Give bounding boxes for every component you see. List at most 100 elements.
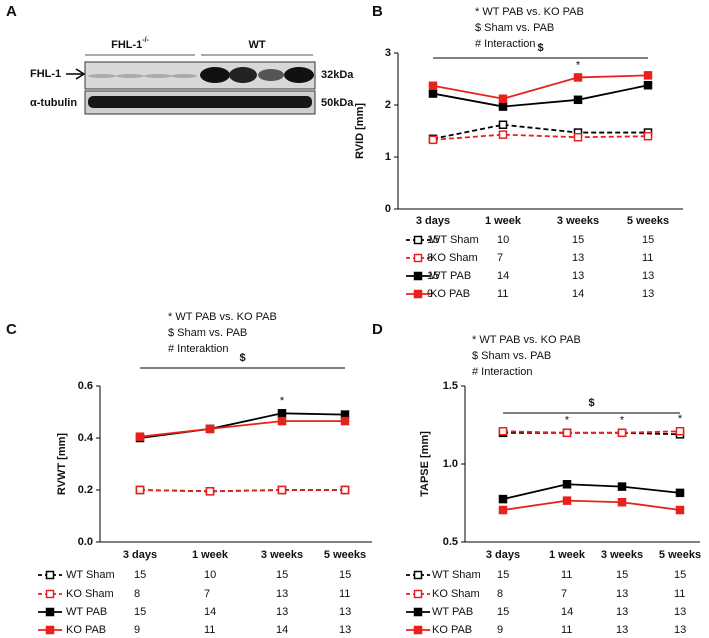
n-value: 15 — [427, 234, 439, 246]
n-value: 11 — [497, 288, 508, 300]
marker — [643, 131, 653, 141]
x-tick-label: 3 weeks — [557, 215, 599, 227]
bands — [88, 96, 312, 108]
row-label: α-tubulin — [30, 97, 77, 109]
legend-marker — [413, 289, 423, 299]
n-value: 13 — [339, 606, 351, 618]
x-tick-label: 5 weeks — [627, 215, 669, 227]
x-tick-label: 5 weeks — [659, 549, 701, 561]
n-value: 13 — [674, 624, 686, 636]
annotation: $ Sham vs. PAB — [168, 327, 247, 339]
star: * — [565, 415, 570, 427]
x-tick-label: 1 week — [485, 215, 522, 227]
x-tick-label: 3 days — [123, 549, 157, 561]
n-value: 14 — [204, 606, 216, 618]
n-value: 13 — [572, 252, 584, 264]
n-value: 14 — [572, 288, 584, 300]
x-tick-label: 3 days — [416, 215, 450, 227]
y-tick-label: 0.6 — [78, 380, 93, 392]
series-line — [502, 483, 681, 500]
n-value: 11 — [674, 588, 685, 600]
series-line — [502, 430, 681, 434]
marker — [675, 426, 685, 436]
y-tick-label: 0.5 — [443, 536, 458, 548]
n-value: 13 — [339, 624, 351, 636]
n-value: 13 — [642, 288, 654, 300]
y-axis-label: RVWT [mm] — [56, 433, 68, 495]
marker — [428, 135, 438, 145]
n-value: 13 — [616, 588, 628, 600]
series-line — [432, 133, 649, 141]
series-line — [139, 420, 345, 438]
y-tick-label: 3 — [385, 47, 391, 59]
legend-label: WT Sham — [430, 234, 479, 246]
legend-label: KO Sham — [66, 588, 114, 600]
n-value: 10 — [497, 234, 509, 246]
n-value: 11 — [204, 624, 215, 636]
marker — [562, 428, 572, 438]
group-label: FHL-1-/- — [111, 37, 149, 51]
y-tick-label: 1 — [385, 151, 391, 163]
marker — [135, 485, 145, 495]
n-value: 11 — [642, 252, 653, 264]
n-value: 15 — [674, 569, 686, 581]
marker — [675, 505, 685, 515]
marker — [498, 130, 508, 139]
marker — [205, 487, 215, 496]
marker — [675, 488, 685, 498]
marker — [428, 89, 438, 98]
n-value: 7 — [497, 252, 503, 264]
marker — [643, 71, 653, 80]
panel-letter: A — [6, 3, 17, 20]
series-line — [432, 123, 648, 140]
marker — [205, 424, 215, 434]
y-tick-label: 1.5 — [443, 380, 458, 392]
marker — [562, 480, 572, 489]
marker — [617, 497, 627, 507]
n-value: 7 — [561, 588, 567, 600]
n-value: 15 — [134, 606, 146, 618]
n-value: 13 — [616, 606, 628, 618]
panel-letter: C — [6, 321, 17, 338]
n-value: 9 — [427, 288, 433, 300]
annotation: $ Sham vs. PAB — [475, 22, 554, 34]
n-value: 15 — [497, 569, 509, 581]
legend-label: WT Sham — [66, 569, 115, 581]
n-value: 11 — [561, 569, 572, 581]
series-line — [432, 74, 649, 100]
panel-letter: D — [372, 321, 383, 338]
marker — [498, 94, 508, 104]
x-tick-label: 1 week — [549, 549, 586, 561]
legend-marker — [413, 271, 423, 281]
n-value: 14 — [561, 606, 573, 618]
legend-marker — [413, 589, 423, 599]
n-value: 13 — [616, 624, 628, 636]
y-tick-label: 0 — [385, 203, 391, 215]
legend-label: WT Sham — [432, 569, 481, 581]
annotation: * WT PAB vs. KO PAB — [475, 6, 584, 18]
n-value: 13 — [572, 270, 584, 282]
x-tick-label: 3 days — [486, 549, 520, 561]
series-line — [432, 84, 649, 108]
n-value: 11 — [561, 624, 572, 636]
y-tick-label: 0.2 — [78, 484, 93, 496]
marker — [277, 409, 287, 418]
marker — [498, 120, 508, 130]
legend-marker — [413, 253, 423, 263]
bracket-label: $ — [588, 397, 594, 409]
n-value: 8 — [134, 588, 140, 600]
n-value: 10 — [204, 569, 216, 581]
marker — [498, 494, 508, 504]
n-value: 15 — [276, 569, 288, 581]
n-value: 14 — [276, 624, 288, 636]
x-tick-label: 3 weeks — [261, 549, 303, 561]
marker — [617, 482, 627, 491]
star: * — [620, 415, 625, 427]
y-tick-label: 0.4 — [78, 432, 94, 444]
n-value: 15 — [642, 234, 654, 246]
legend-marker — [45, 625, 55, 635]
y-axis-label: RVID [mm] — [354, 103, 366, 159]
n-value: 13 — [276, 588, 288, 600]
size-label: 32kDa — [321, 69, 354, 81]
